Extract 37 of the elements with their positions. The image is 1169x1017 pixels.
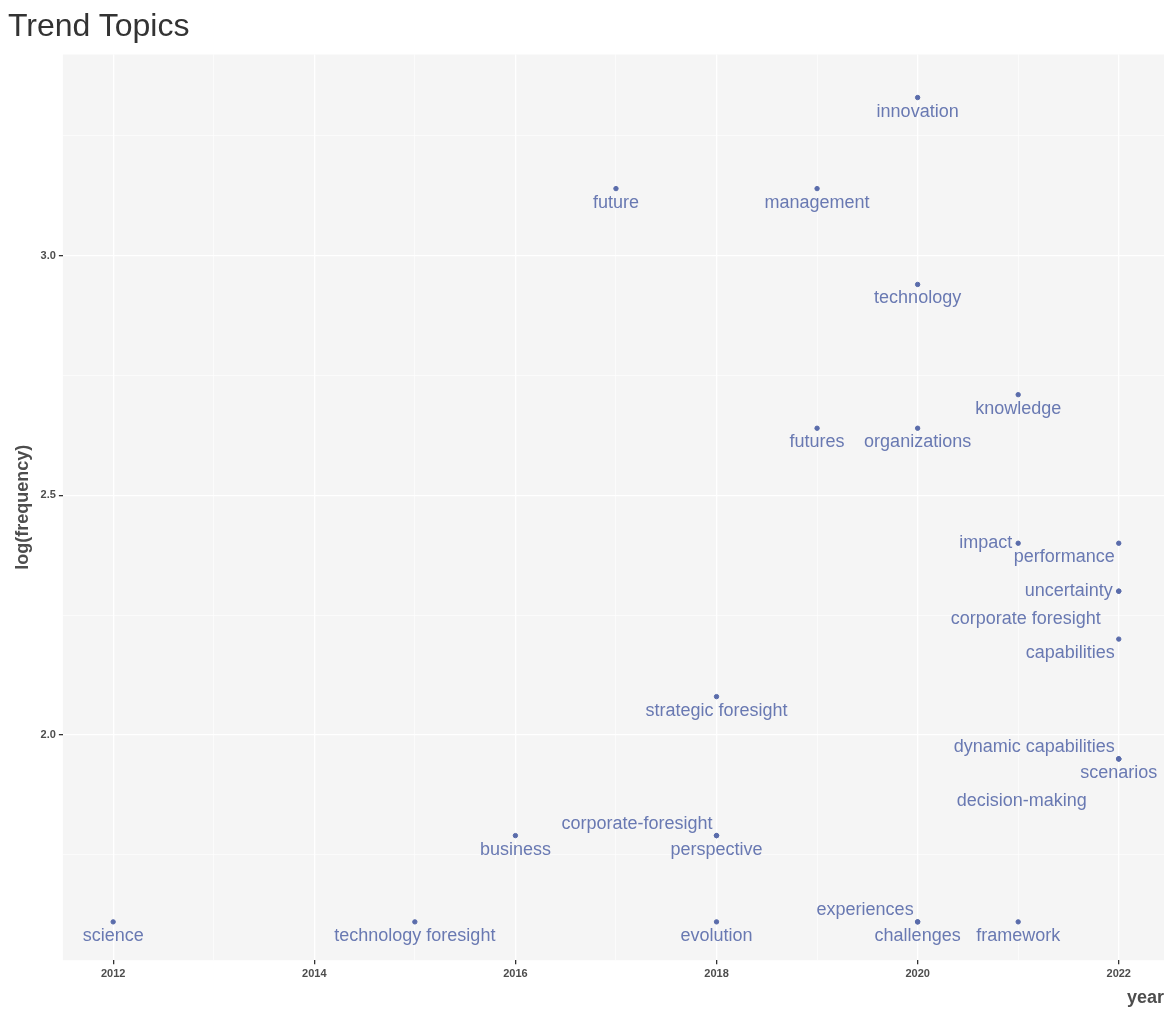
annotation: knowledge [975,397,1062,418]
annotation: futures [789,431,845,452]
annotation: business [479,838,551,859]
x-tick-label: 2016 [503,966,528,979]
annotation: innovation [876,100,959,121]
annotation: evolution [680,924,753,945]
annotation: corporate foresight [950,608,1101,629]
x-tick-label: 2012 [100,966,126,979]
annotation: dynamic capabilities [953,735,1115,756]
annotation: strategic foresight [645,699,788,720]
annotation: framework [976,924,1062,945]
x-tick-label: 2014 [302,966,328,979]
annotation: capabilities [1025,642,1115,663]
annotation: decision-making [956,789,1087,810]
annotation: corporate-foresight [561,812,713,833]
annotation: perspective [670,838,763,859]
annotation: impact [959,532,1013,553]
x-tick-label: 2022 [1106,966,1131,979]
chart-title: Trend Topics [8,7,190,44]
annotation: technology foresight [334,924,496,945]
annotation: challenges [874,924,961,945]
annotation: management [764,191,870,212]
y-tick-label: 2.5 [40,488,56,501]
annotation: technology [874,287,962,308]
annotation: experiences [816,898,914,919]
y-tick-label: 3.0 [40,248,56,261]
annotation: scenarios [1080,761,1158,782]
x-tick-label: 2018 [704,966,729,979]
y-axis-title: log(frequency) [11,444,32,570]
annotation: uncertainty [1024,580,1113,601]
annotation: performance [1013,546,1115,567]
x-axis-title: year [1126,987,1164,1008]
annotation: science [82,924,144,945]
annotation: organizations [864,431,972,452]
annotation: future [592,191,639,212]
x-tick-label: 2020 [905,966,930,979]
y-tick-label: 2.0 [40,727,56,740]
